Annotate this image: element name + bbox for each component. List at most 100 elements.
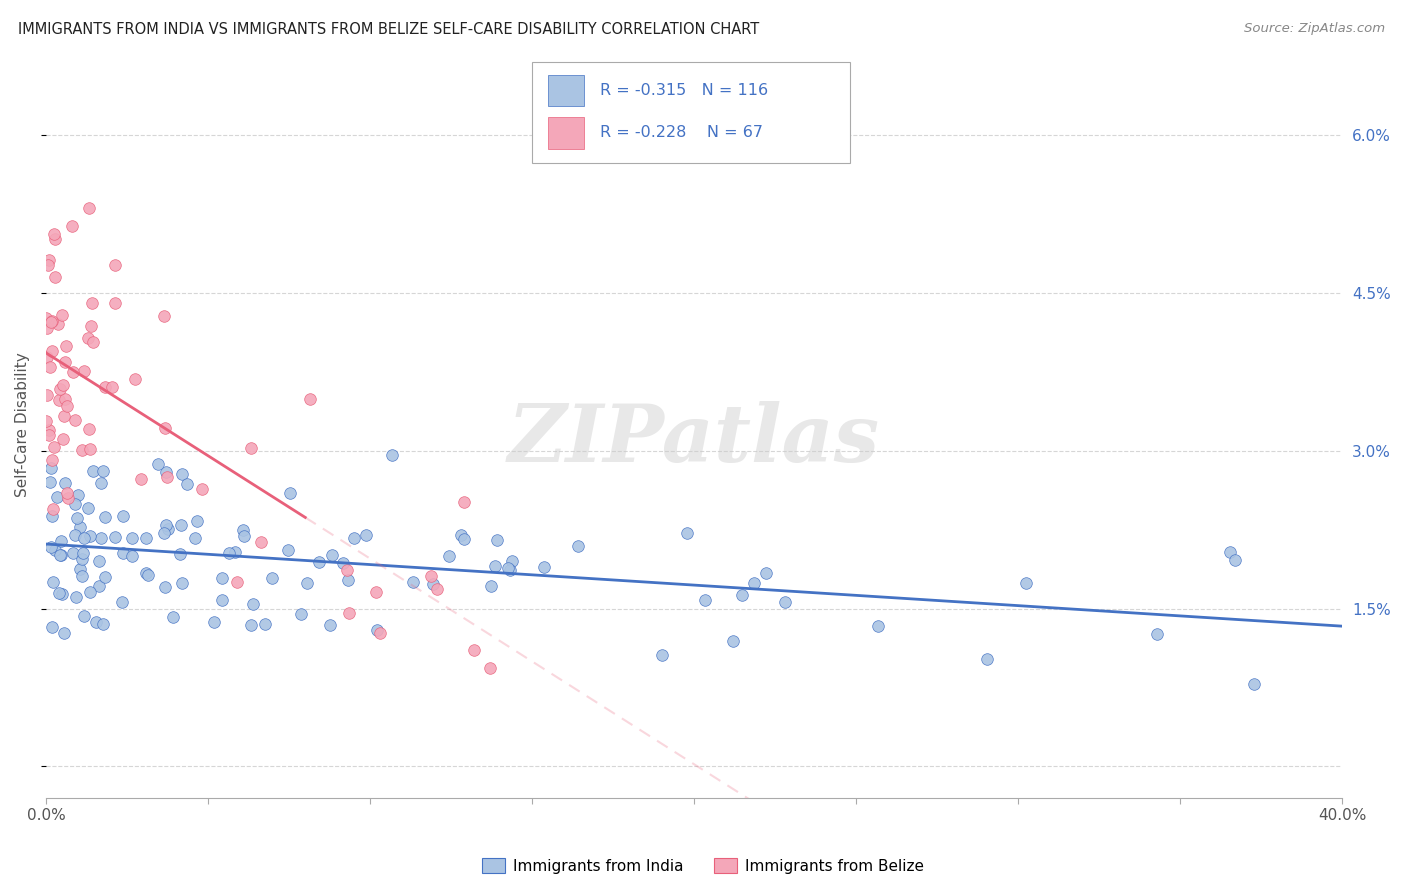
Point bbox=[224, 544, 246, 558]
Point bbox=[44, 232, 66, 246]
Point bbox=[49, 548, 72, 562]
Point bbox=[240, 618, 263, 632]
Point bbox=[89, 579, 111, 593]
Point bbox=[280, 485, 302, 500]
Point bbox=[501, 554, 523, 568]
Point bbox=[242, 597, 264, 611]
Point bbox=[48, 392, 70, 407]
Point bbox=[755, 566, 778, 581]
Point bbox=[93, 570, 115, 584]
Point bbox=[39, 359, 62, 374]
Point bbox=[422, 577, 444, 591]
Point bbox=[53, 392, 76, 406]
Point bbox=[79, 584, 101, 599]
Point bbox=[249, 535, 271, 549]
Text: IMMIGRANTS FROM INDIA VS IMMIGRANTS FROM BELIZE SELF-CARE DISABILITY CORRELATION: IMMIGRANTS FROM INDIA VS IMMIGRANTS FROM… bbox=[18, 22, 759, 37]
Point bbox=[62, 219, 84, 234]
Point bbox=[226, 574, 249, 589]
Point bbox=[91, 464, 114, 478]
Point bbox=[55, 339, 77, 353]
Point bbox=[218, 546, 240, 560]
Point bbox=[695, 592, 717, 607]
Point bbox=[41, 314, 63, 328]
Point bbox=[103, 296, 125, 310]
Point bbox=[437, 549, 460, 564]
Point bbox=[35, 311, 58, 326]
Point bbox=[111, 546, 134, 560]
Point bbox=[111, 509, 134, 524]
Point bbox=[53, 476, 76, 491]
Point bbox=[79, 442, 101, 456]
Point bbox=[1219, 545, 1241, 559]
Point bbox=[66, 510, 89, 524]
Point bbox=[153, 525, 176, 540]
Point bbox=[976, 652, 998, 666]
Point bbox=[49, 549, 72, 563]
Point bbox=[103, 259, 125, 273]
Point bbox=[38, 253, 60, 268]
Point bbox=[90, 532, 112, 546]
Point bbox=[124, 372, 146, 386]
Text: Source: ZipAtlas.com: Source: ZipAtlas.com bbox=[1244, 22, 1385, 36]
Point bbox=[37, 351, 59, 365]
Point bbox=[450, 528, 472, 542]
Point bbox=[676, 526, 699, 541]
Point bbox=[295, 576, 318, 591]
Point bbox=[453, 532, 475, 546]
FancyBboxPatch shape bbox=[531, 62, 849, 162]
Point bbox=[170, 517, 193, 532]
Point bbox=[93, 509, 115, 524]
Point bbox=[172, 575, 194, 590]
Point bbox=[91, 617, 114, 632]
Point bbox=[319, 618, 342, 632]
Point bbox=[80, 319, 103, 334]
Point bbox=[240, 441, 263, 455]
Point bbox=[484, 558, 506, 573]
Point bbox=[136, 568, 159, 582]
Point bbox=[73, 363, 96, 377]
Point bbox=[499, 563, 522, 577]
Point bbox=[69, 562, 91, 576]
Point bbox=[46, 491, 69, 505]
Point bbox=[70, 443, 93, 458]
Point bbox=[742, 576, 765, 591]
Point bbox=[723, 633, 745, 648]
Point bbox=[567, 539, 589, 553]
Point bbox=[42, 502, 65, 516]
Point bbox=[52, 377, 75, 392]
Point bbox=[479, 579, 502, 593]
Point bbox=[1223, 553, 1246, 567]
Point bbox=[232, 524, 254, 538]
Point bbox=[176, 476, 198, 491]
Point bbox=[129, 472, 152, 486]
Point bbox=[253, 617, 276, 632]
FancyBboxPatch shape bbox=[548, 117, 583, 149]
Text: R = -0.315   N = 116: R = -0.315 N = 116 bbox=[599, 83, 768, 98]
Point bbox=[157, 522, 180, 536]
Point bbox=[41, 574, 63, 589]
Point bbox=[485, 533, 508, 548]
Point bbox=[290, 607, 312, 622]
Point bbox=[651, 648, 673, 662]
Point bbox=[39, 315, 62, 329]
Point bbox=[135, 566, 157, 581]
Point bbox=[731, 588, 754, 602]
Point bbox=[172, 467, 194, 481]
Point bbox=[162, 610, 184, 624]
Point bbox=[121, 532, 143, 546]
Point bbox=[51, 308, 73, 322]
Point bbox=[111, 595, 134, 609]
Point bbox=[76, 331, 98, 345]
Point bbox=[156, 470, 179, 484]
Text: ZIPatlas: ZIPatlas bbox=[508, 401, 880, 478]
Point bbox=[37, 259, 59, 273]
Point bbox=[35, 320, 58, 334]
Point bbox=[463, 643, 485, 657]
Point bbox=[146, 457, 169, 471]
Point bbox=[308, 556, 330, 570]
Point bbox=[402, 574, 425, 589]
Point bbox=[38, 475, 60, 489]
Point bbox=[211, 593, 233, 607]
Point bbox=[153, 580, 176, 594]
Point bbox=[42, 227, 65, 242]
